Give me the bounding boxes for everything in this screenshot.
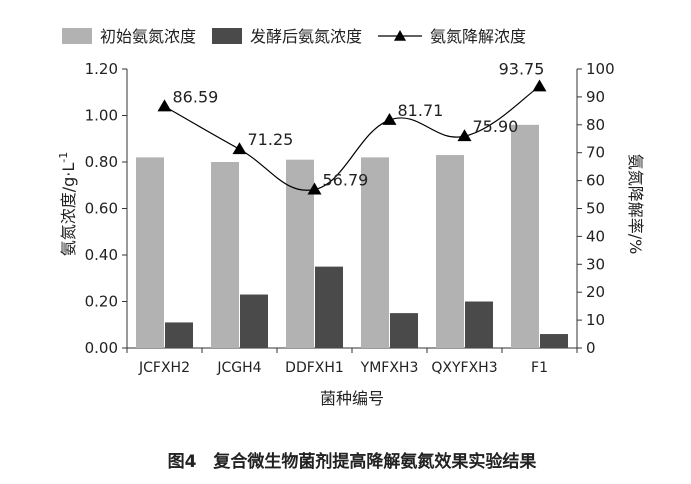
- x-tick-label: JCGH4: [216, 360, 261, 376]
- legend-marker: [394, 30, 406, 41]
- x-tick-label: JCFXH2: [138, 360, 190, 376]
- legend-swatch: [212, 28, 242, 44]
- y-axis-left-title: 氨氮浓度/g·L-1: [57, 152, 78, 257]
- x-axis-title: 菌种编号: [320, 389, 384, 408]
- bar-initial: [286, 159, 314, 348]
- line-data-label: 86.59: [173, 87, 219, 106]
- line-marker: [382, 113, 397, 125]
- line-data-label: 71.25: [248, 130, 294, 149]
- y-left-tick-label: 0.80: [85, 153, 118, 171]
- line-marker: [532, 79, 547, 92]
- y-axis-right-title: 氨氮降解率/%: [626, 154, 645, 255]
- bar-after: [315, 266, 343, 348]
- legend: 初始氨氮浓度 发酵后氨氮浓度 氨氮降解浓度: [62, 27, 526, 46]
- y-axis-left-title-main: 氨氮浓度/g·L: [59, 163, 78, 257]
- y-axis-left-title-sup: -1: [57, 152, 70, 163]
- axes: 0.00 0.20 0.40 0.60 0.80 1.00 1.20 0 10 20 30 40 50 6…: [85, 60, 615, 376]
- x-tick-label: DDFXH1: [285, 360, 344, 376]
- line-path: [164, 85, 540, 191]
- bar-initial: [511, 124, 539, 348]
- bar-after: [465, 301, 493, 348]
- y-right-tick-label: 10: [586, 311, 605, 329]
- y-left-tick-label: 0.40: [85, 246, 118, 264]
- y-right-tick-label: 0: [586, 339, 596, 357]
- bar-after: [390, 313, 418, 348]
- x-tick-label: F1: [531, 360, 548, 376]
- y-right-tick-label: 90: [586, 88, 605, 106]
- line-marker: [307, 182, 322, 195]
- line-marker: [457, 129, 472, 142]
- y-right-tick-label: 50: [586, 200, 605, 218]
- bar-initial: [211, 162, 239, 348]
- y-left-tick-label: 0.20: [85, 293, 118, 311]
- y-right-tick-label: 60: [586, 172, 605, 190]
- y-right-tick-label: 80: [586, 116, 605, 134]
- line-data-label: 93.75: [499, 59, 545, 78]
- bars: [136, 124, 568, 348]
- line-marker: [232, 142, 247, 155]
- y-right-tick-label: 40: [586, 227, 605, 245]
- line-series: [157, 79, 547, 195]
- bar-after: [540, 334, 568, 348]
- legend-label: 氨氮降解浓度: [430, 27, 526, 46]
- y-left-tick-label: 0.60: [85, 200, 118, 218]
- bar-initial: [361, 157, 389, 348]
- line-data-label: 56.79: [323, 171, 369, 190]
- data-labels: 86.59 71.25 56.79 81.71 75.90 93.75: [173, 59, 545, 189]
- legend-label: 发酵后氨氮浓度: [250, 27, 362, 46]
- y-left-tick-label: 1.00: [85, 107, 118, 125]
- y-right-tick-label: 100: [586, 60, 615, 78]
- bar-initial: [436, 155, 464, 348]
- x-tick-label: QXYFXH3: [431, 360, 497, 376]
- line-marker: [157, 99, 172, 112]
- y-right-tick-label: 30: [586, 255, 605, 273]
- y-left-tick-label: 1.20: [85, 60, 118, 78]
- bar-after: [240, 294, 268, 348]
- x-tick-label: YMFXH3: [360, 360, 419, 376]
- legend-label: 初始氨氮浓度: [100, 27, 196, 46]
- line-data-label: 81.71: [398, 101, 444, 120]
- bar-after: [165, 322, 193, 348]
- figure-caption: 图4 复合微生物菌剂提高降解氨氮效果实验结果: [168, 451, 537, 472]
- line-data-label: 75.90: [473, 117, 519, 136]
- y-right-tick-label: 70: [586, 144, 605, 162]
- bar-initial: [136, 157, 164, 348]
- y-left-tick-label: 0.00: [85, 339, 118, 357]
- y-right-tick-label: 20: [586, 283, 605, 301]
- legend-swatch: [62, 28, 92, 44]
